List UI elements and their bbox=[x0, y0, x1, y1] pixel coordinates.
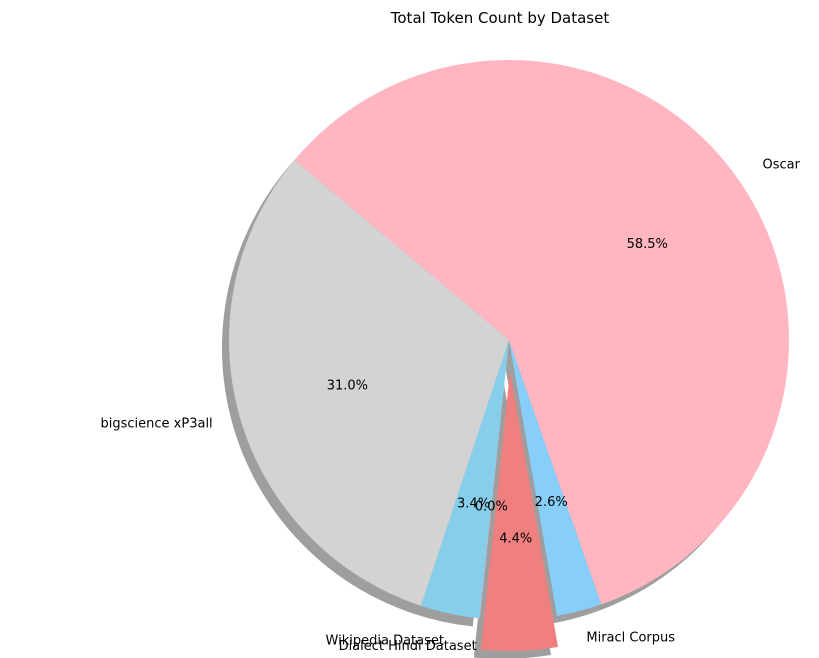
pie-slice-oscar bbox=[294, 60, 789, 605]
pie-slice-ai4bharat-indicparaphrase bbox=[480, 370, 559, 651]
slice-label-miracl-corpus: Miracl Corpus bbox=[586, 631, 675, 646]
slice-label-oscar: Oscar bbox=[762, 158, 800, 173]
slice-label-wikipedia-dataset: Wikipedia Dataset bbox=[326, 634, 444, 649]
slice-layer bbox=[229, 60, 789, 651]
slice-label-bigscience-xp3all: bigscience xP3all bbox=[101, 417, 213, 432]
pct-label-miracl-corpus: 2.6% bbox=[535, 495, 568, 510]
pct-label-layer: 31.0% 3.4%0.0% 4.4% 2.6% 58.5% bbox=[327, 237, 668, 546]
slice-label-dialect-hindi-dataset: Dialect Hindi Dataset bbox=[339, 639, 477, 654]
pie-slice-dialect-hindi-dataset bbox=[479, 340, 509, 619]
pie-slice-wikipedia-dataset bbox=[421, 340, 509, 619]
pct-label-dialect-hindi-dataset: 0.0% bbox=[475, 500, 508, 515]
pct-label-ai4bharat-indicparaphrase: 4.4% bbox=[499, 531, 532, 546]
chart-title: Total Token Count by Dataset bbox=[390, 9, 610, 27]
pct-label-oscar: 58.5% bbox=[627, 237, 668, 252]
slice-label-layer: bigscience xP3all Wikipedia DatasetDialec… bbox=[101, 158, 801, 654]
pie-slice-bigscience-xp3all bbox=[229, 160, 509, 606]
pct-label-bigscience-xp3all: 31.0% bbox=[327, 378, 368, 393]
pct-label-wikipedia-dataset: 3.4% bbox=[457, 497, 490, 512]
pie-slice-miracl-corpus bbox=[509, 340, 602, 616]
